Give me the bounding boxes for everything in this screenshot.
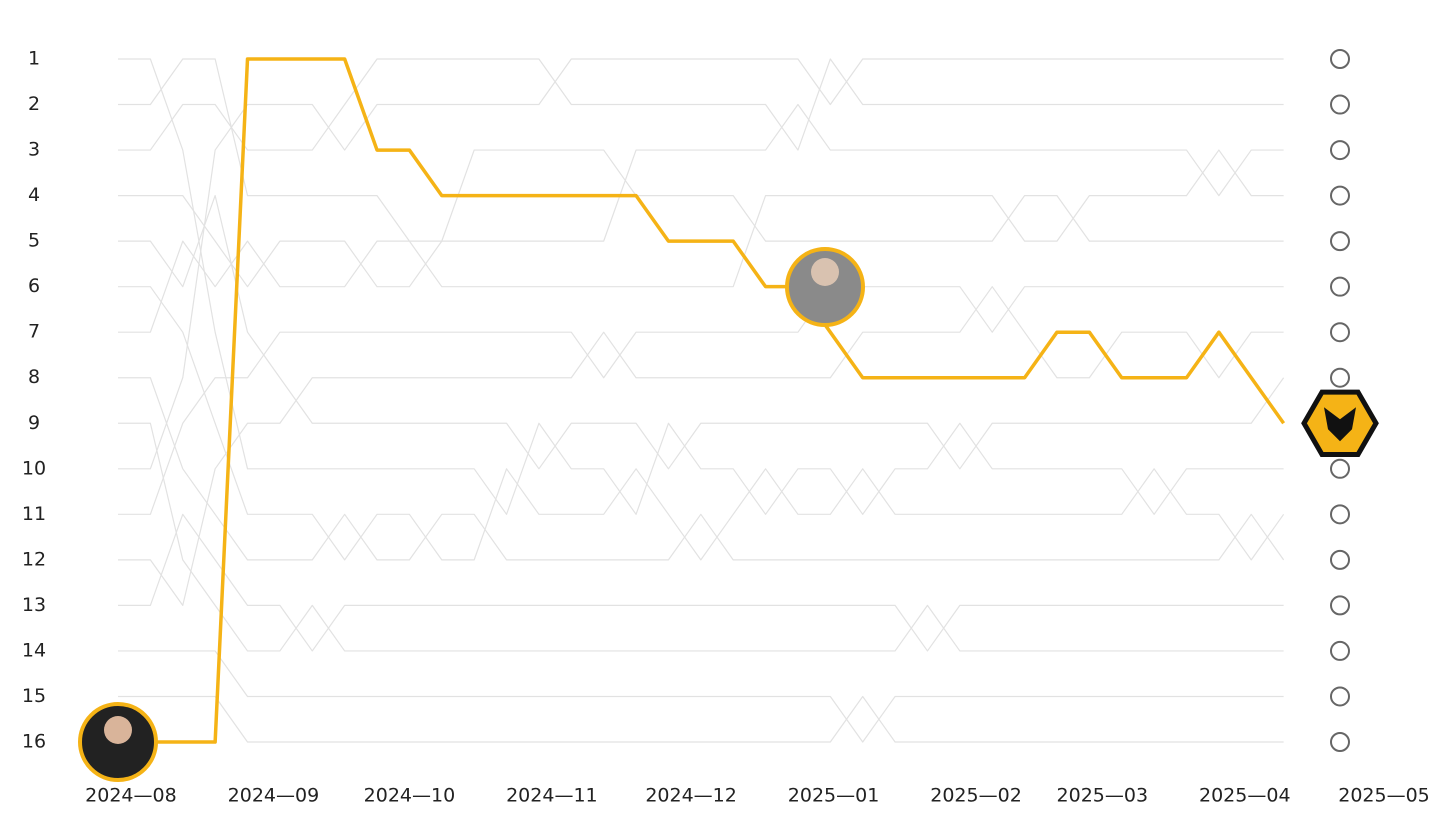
x-tick-label: 2025—05 — [1338, 785, 1430, 807]
badge-wolf — [1324, 407, 1356, 442]
team-badge — [1330, 458, 1350, 479]
avatar-face — [811, 258, 839, 286]
team-badge — [1330, 322, 1350, 343]
team-badge — [1330, 595, 1350, 616]
team-line — [118, 149, 1284, 288]
manager-avatar — [785, 247, 865, 327]
team-line — [118, 58, 1284, 242]
x-tick-label: 2024—10 — [364, 785, 456, 807]
team-badge — [1330, 185, 1350, 206]
y-tick-label: 14 — [22, 639, 46, 661]
team-badge — [1330, 49, 1350, 69]
y-tick-label: 10 — [22, 457, 46, 479]
team-line — [118, 695, 1284, 743]
team-badge — [1330, 276, 1350, 297]
y-tick-label: 11 — [22, 503, 46, 525]
y-tick-label: 3 — [28, 139, 40, 161]
x-tick-label: 2025—01 — [788, 785, 880, 807]
x-tick-label: 2024—12 — [645, 785, 737, 807]
team-line — [118, 58, 1284, 515]
team-badge — [1330, 367, 1350, 388]
x-tick-label: 2025—04 — [1199, 785, 1291, 807]
highlight-line — [118, 57, 1286, 744]
team-line — [118, 195, 1285, 470]
y-tick-label: 8 — [28, 366, 40, 388]
y-tick-label: 15 — [22, 685, 46, 707]
team-line — [118, 286, 1285, 561]
team-line — [118, 650, 1284, 743]
team-line — [118, 513, 1284, 652]
y-tick-label: 4 — [28, 184, 40, 206]
avatar-face — [104, 716, 132, 744]
team-badge — [1330, 231, 1350, 252]
team-line — [118, 149, 1284, 333]
x-tick-label: 2025—03 — [1057, 785, 1149, 807]
y-tick-label: 9 — [28, 412, 40, 434]
team-line — [118, 377, 1285, 561]
team-badge — [1330, 686, 1350, 707]
x-tick-label: 2024—11 — [506, 785, 598, 807]
y-tick-label: 13 — [22, 594, 46, 616]
y-tick-label: 12 — [22, 548, 46, 570]
team-badge — [1330, 140, 1350, 161]
team-badge — [1330, 640, 1350, 661]
team-line — [118, 58, 1284, 470]
y-tick-label: 5 — [28, 230, 40, 252]
team-line — [118, 286, 1284, 515]
team-badge — [1330, 94, 1350, 115]
team-line — [118, 422, 1284, 652]
team-badge — [1330, 732, 1350, 752]
lines — [118, 57, 1286, 744]
y-tick-label: 1 — [28, 48, 40, 70]
x-tick-label: 2025—02 — [930, 785, 1022, 807]
x-tick-label: 2024—09 — [228, 785, 320, 807]
team-line — [118, 58, 1284, 151]
team-badge — [1330, 549, 1350, 570]
y-tick-label: 2 — [28, 93, 40, 115]
y-tick-label: 6 — [28, 275, 40, 297]
team-line — [118, 286, 1284, 606]
team-badge — [1330, 504, 1350, 525]
y-tick-label: 16 — [22, 731, 46, 753]
decorations — [78, 247, 865, 782]
x-tick-label: 2024—08 — [85, 785, 177, 807]
y-tick-label: 7 — [28, 321, 40, 343]
